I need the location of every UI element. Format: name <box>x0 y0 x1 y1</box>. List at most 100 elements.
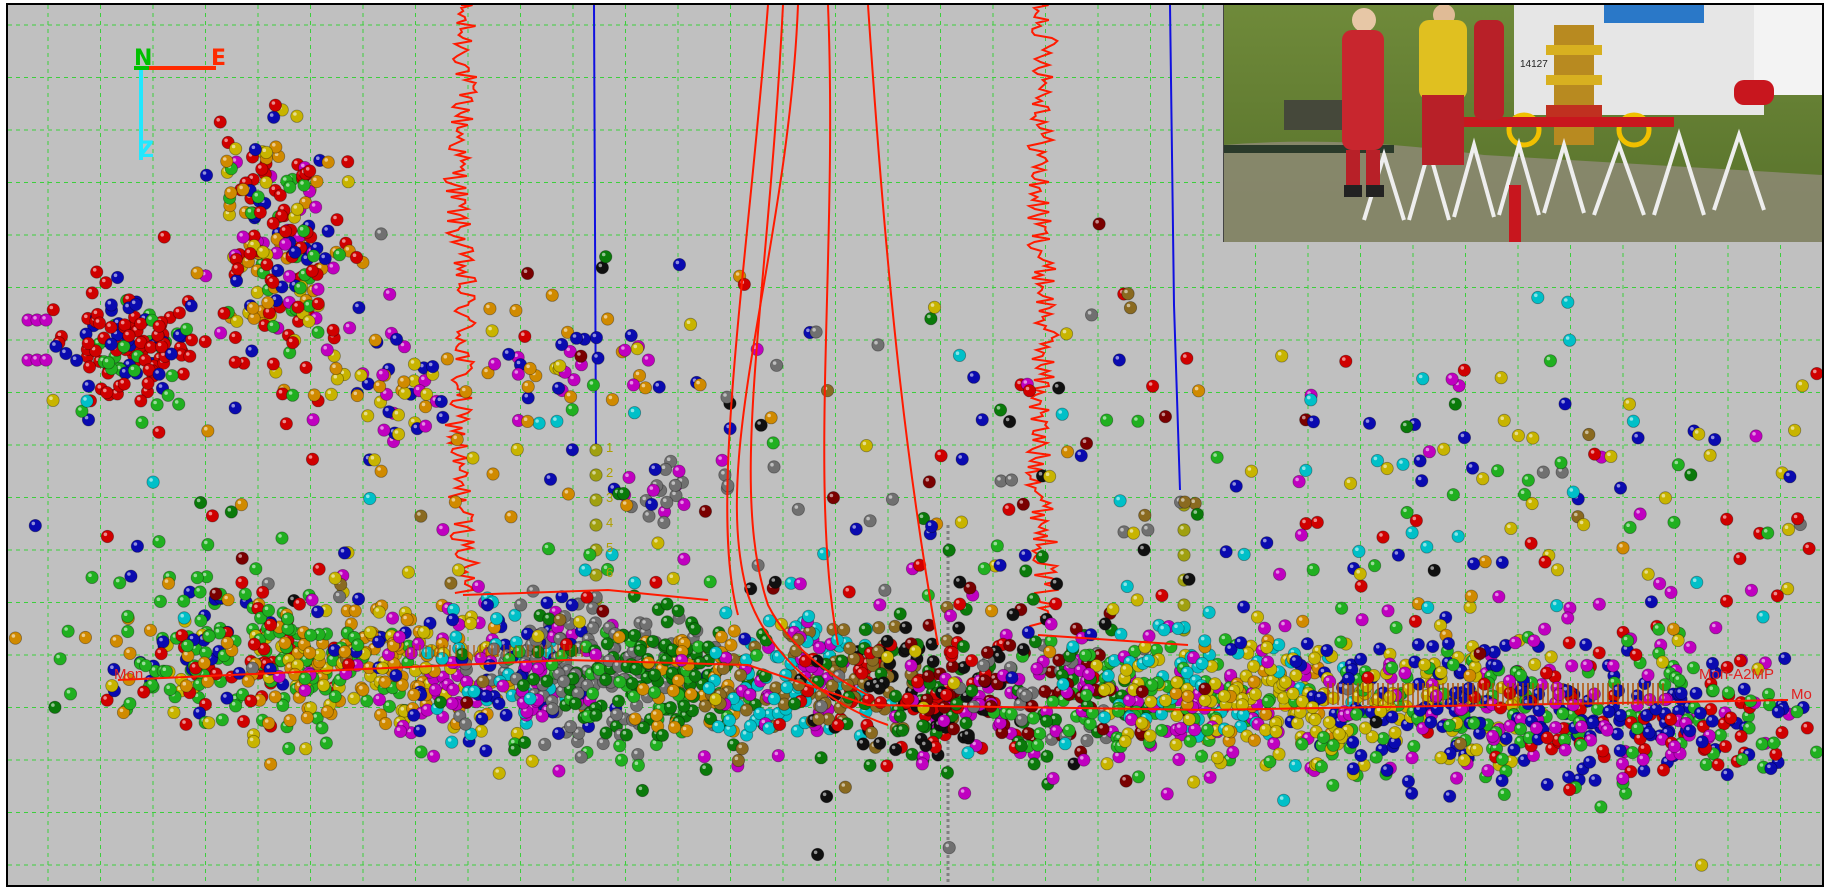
microseismic-event <box>179 322 194 336</box>
event-highlight <box>668 669 673 673</box>
event-highlight <box>400 342 405 347</box>
event-highlight <box>1129 685 1134 690</box>
microseismic-event <box>129 297 143 312</box>
event-highlight <box>415 386 420 391</box>
event-highlight <box>510 745 515 750</box>
event-highlight <box>814 715 819 719</box>
microseismic-event <box>1323 674 1337 689</box>
event-highlight <box>555 670 559 674</box>
microseismic-event <box>1369 750 1383 764</box>
event-highlight <box>277 211 282 216</box>
microseismic-event <box>739 703 754 717</box>
microseismic-event <box>684 687 698 701</box>
event-highlight <box>742 706 747 710</box>
event-highlight <box>1049 774 1053 778</box>
event-highlight <box>195 709 200 713</box>
event-highlight <box>717 632 722 637</box>
event-highlight <box>829 625 833 629</box>
microseismic-event <box>266 357 280 371</box>
event-highlight <box>401 608 406 613</box>
event-highlight <box>805 628 810 632</box>
event-highlight <box>1392 623 1396 628</box>
event-highlight <box>154 331 158 335</box>
event-highlight <box>422 700 426 704</box>
event-highlight <box>924 672 929 676</box>
event-highlight <box>787 579 791 583</box>
event-highlight <box>634 761 639 765</box>
microseismic-event <box>248 142 262 157</box>
event-highlight <box>274 266 278 271</box>
event-highlight <box>232 158 237 162</box>
microseismic-event <box>789 644 803 658</box>
event-highlight <box>249 603 253 608</box>
microseismic-event <box>352 300 366 315</box>
event-highlight <box>557 651 562 656</box>
microseismic-event <box>663 700 678 715</box>
event-highlight <box>1030 759 1034 764</box>
event-highlight <box>627 331 631 336</box>
event-highlight <box>336 675 340 680</box>
event-highlight <box>526 364 530 369</box>
event-highlight <box>1274 640 1279 645</box>
event-highlight <box>629 647 634 651</box>
event-highlight <box>1361 667 1366 672</box>
event-highlight <box>359 685 363 690</box>
event-highlight <box>404 658 408 663</box>
event-highlight <box>876 698 881 703</box>
event-highlight <box>1404 777 1409 781</box>
microseismic-event <box>1181 689 1195 703</box>
microseismic-event <box>1169 686 1183 701</box>
event-highlight <box>936 669 940 674</box>
event-highlight <box>891 692 896 696</box>
event-highlight <box>354 595 359 599</box>
microseismic-event <box>316 678 331 692</box>
event-highlight <box>801 718 805 723</box>
microseismic-event <box>81 336 95 350</box>
event-highlight <box>652 740 657 745</box>
event-highlight <box>1329 741 1333 745</box>
event-highlight <box>442 689 446 694</box>
event-highlight <box>1293 719 1298 723</box>
event-highlight <box>1272 727 1276 732</box>
event-highlight <box>1083 701 1087 706</box>
event-highlight <box>1281 678 1286 682</box>
event-highlight <box>1378 745 1382 750</box>
event-highlight <box>388 614 393 618</box>
event-highlight <box>534 664 538 669</box>
microseismic-event <box>709 646 723 660</box>
event-highlight <box>1180 551 1184 555</box>
event-highlight <box>216 118 220 122</box>
event-highlight <box>790 699 795 704</box>
event-highlight <box>137 396 141 401</box>
microseismic-event <box>1296 614 1310 628</box>
event-highlight <box>379 370 383 375</box>
event-highlight <box>227 188 231 193</box>
microseismic-event <box>293 281 307 295</box>
event-highlight <box>678 647 682 652</box>
microseismic-event <box>283 713 297 728</box>
microseismic-event <box>600 637 614 651</box>
event-highlight <box>1155 621 1159 625</box>
event-highlight <box>691 672 696 676</box>
event-highlight <box>929 657 933 662</box>
event-highlight <box>591 704 595 708</box>
well-log-trace <box>1023 5 1063 636</box>
event-highlight <box>407 728 412 733</box>
event-highlight <box>781 671 786 675</box>
event-highlight <box>639 685 643 689</box>
microseismic-event <box>318 252 332 266</box>
microseismic-event <box>391 408 405 422</box>
event-highlight <box>316 156 320 160</box>
event-highlight <box>1269 739 1274 743</box>
event-highlight <box>396 727 401 731</box>
event-highlight <box>605 656 609 661</box>
microseismic-event <box>278 224 293 238</box>
event-highlight <box>1035 729 1040 734</box>
microseismic-event <box>1226 745 1240 759</box>
event-highlight <box>1329 781 1333 785</box>
event-highlight <box>324 227 328 231</box>
event-highlight <box>492 614 497 619</box>
event-highlight <box>1065 726 1069 731</box>
microseismic-event <box>901 692 915 706</box>
microseismic-event <box>1101 669 1115 683</box>
